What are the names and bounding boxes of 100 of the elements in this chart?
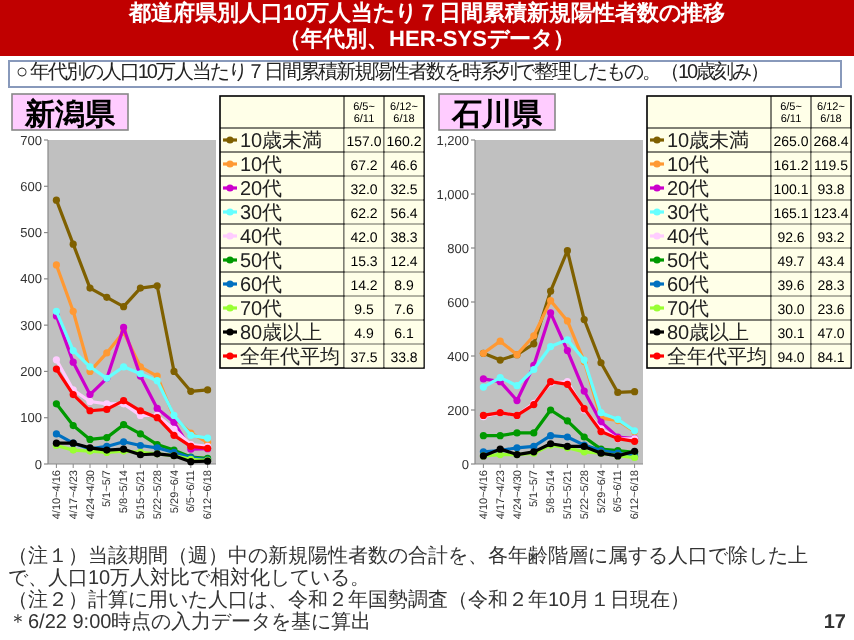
point bbox=[580, 387, 588, 395]
point bbox=[86, 397, 94, 406]
point bbox=[563, 347, 571, 355]
legend-label: 10代 bbox=[240, 155, 283, 177]
point bbox=[120, 438, 128, 446]
point bbox=[513, 382, 521, 390]
point bbox=[86, 284, 94, 292]
point bbox=[136, 441, 144, 450]
point bbox=[563, 317, 571, 325]
legend-label: 70代 bbox=[667, 299, 710, 321]
legend-label: 60代 bbox=[667, 275, 710, 297]
legend-label: 50代 bbox=[240, 251, 283, 273]
point bbox=[479, 432, 487, 440]
point bbox=[52, 196, 60, 204]
point bbox=[52, 307, 60, 315]
point bbox=[479, 383, 487, 391]
point bbox=[563, 247, 571, 255]
point bbox=[170, 431, 178, 439]
point bbox=[69, 446, 77, 454]
point bbox=[69, 390, 77, 399]
point bbox=[52, 356, 60, 364]
point bbox=[69, 421, 77, 430]
chart-title: 石川県 bbox=[450, 98, 544, 132]
legend-label: 全年代平均 bbox=[240, 345, 340, 369]
point bbox=[513, 396, 521, 405]
point bbox=[631, 388, 639, 396]
point bbox=[103, 434, 111, 442]
point bbox=[563, 433, 571, 441]
point bbox=[563, 336, 571, 344]
legend-label: 30代 bbox=[240, 203, 283, 225]
point bbox=[69, 347, 77, 355]
point bbox=[204, 386, 212, 394]
point bbox=[547, 342, 555, 351]
point bbox=[136, 430, 144, 438]
point bbox=[547, 287, 555, 295]
point bbox=[52, 261, 60, 269]
legend-label: 50代 bbox=[667, 251, 710, 273]
legend-label: 80歳以上 bbox=[240, 321, 323, 345]
point bbox=[597, 409, 605, 417]
point bbox=[136, 284, 144, 292]
chart-title: 新潟県 bbox=[23, 96, 117, 132]
point bbox=[580, 315, 588, 324]
point bbox=[52, 400, 60, 408]
point bbox=[86, 363, 94, 371]
legend-label: 10歳未満 bbox=[667, 129, 750, 153]
point bbox=[153, 404, 161, 413]
text: 都道府県別人口10万人当たり７日間累積新規陽性者数の推移 bbox=[126, 2, 728, 27]
point bbox=[86, 435, 94, 444]
point bbox=[103, 349, 111, 357]
point bbox=[120, 363, 128, 371]
legend-label: 30代 bbox=[667, 203, 710, 225]
point bbox=[547, 406, 555, 414]
point bbox=[103, 405, 111, 413]
text: 17 bbox=[823, 612, 846, 634]
point bbox=[530, 340, 538, 348]
point bbox=[187, 387, 195, 395]
legend-label: 40代 bbox=[667, 227, 710, 249]
point bbox=[69, 307, 77, 315]
point bbox=[153, 282, 161, 290]
point bbox=[52, 430, 60, 438]
legend-label: 60代 bbox=[240, 275, 283, 297]
point bbox=[69, 240, 77, 248]
point bbox=[52, 365, 60, 373]
text: ＊6/22 9:00時点の入力データを基に算出 bbox=[8, 612, 374, 634]
point bbox=[496, 356, 504, 364]
point bbox=[86, 390, 94, 399]
text: （注１）当該期間（週）中の新規陽性者数の合計を、各年齢階層に属する人口で除した上で、人口10万人対比で相対化している。 bbox=[8, 546, 808, 590]
legend-label: 10代 bbox=[667, 155, 710, 177]
point bbox=[496, 432, 504, 440]
point bbox=[530, 332, 538, 340]
point bbox=[170, 367, 178, 376]
legend-label: 10歳未満 bbox=[240, 129, 323, 153]
legend-label: 20代 bbox=[667, 179, 710, 201]
text: （注２）計算に用いた人口は、令和２年国勢調査（令和２年10月１日現在） bbox=[8, 590, 693, 612]
text: （年代別、HER-SYSデータ） bbox=[277, 28, 577, 54]
point bbox=[153, 377, 161, 385]
point bbox=[120, 323, 128, 332]
point bbox=[530, 429, 538, 437]
legend-label: 20代 bbox=[240, 179, 283, 201]
point bbox=[120, 421, 128, 429]
point bbox=[580, 433, 588, 441]
legend-label: 80歳以上 bbox=[667, 321, 750, 345]
point bbox=[547, 297, 555, 305]
text: ○ 年代別の人口10万人当たり７日間累積新規陽性者数を時系列で整理したもの。（10歳刻み） bbox=[8, 60, 842, 88]
point bbox=[120, 303, 128, 311]
legend-label: 全年代平均 bbox=[667, 345, 767, 369]
point bbox=[547, 432, 555, 440]
point bbox=[86, 407, 94, 415]
legend-label: 40代 bbox=[240, 227, 283, 249]
point bbox=[614, 388, 622, 397]
point bbox=[597, 359, 605, 367]
point bbox=[513, 429, 521, 437]
point bbox=[547, 309, 555, 317]
point bbox=[496, 337, 504, 345]
point bbox=[479, 375, 487, 383]
point bbox=[103, 293, 111, 301]
point bbox=[69, 358, 77, 366]
point bbox=[563, 417, 571, 425]
point bbox=[513, 444, 521, 452]
legend-label: 70代 bbox=[240, 299, 283, 321]
